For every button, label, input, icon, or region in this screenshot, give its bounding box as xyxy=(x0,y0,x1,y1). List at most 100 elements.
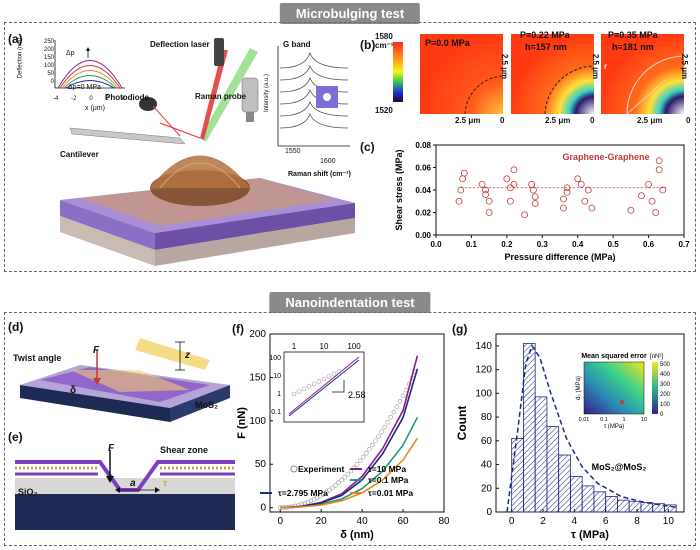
inset-colorbar-tick: 100 xyxy=(660,402,671,408)
inset-y-tick: 0.1 xyxy=(271,409,281,416)
histogram-bar xyxy=(605,496,618,513)
x-tick-label: 0.4 xyxy=(572,240,584,249)
inset-x-tick: 100 xyxy=(347,342,361,351)
colorbar-min: 1520 xyxy=(375,106,393,115)
y-axis-label: Shear stress (MPa) xyxy=(394,149,404,230)
colorbar-max: 1580 xyxy=(375,32,393,41)
microbulging-title: Microbulging test xyxy=(279,3,421,24)
data-point xyxy=(506,184,514,192)
y-tick-label: 0.06 xyxy=(415,164,431,173)
x-tick-label: 0.0 xyxy=(430,240,442,249)
x-tick-label: 10 xyxy=(663,516,675,527)
inset-fit-line xyxy=(288,359,360,417)
map2-scale-x: 2.5 μm xyxy=(545,116,571,125)
map3-radius: r xyxy=(604,62,608,71)
experiment-point xyxy=(327,487,332,493)
experiment-point xyxy=(305,499,311,505)
histogram-bar xyxy=(664,504,677,513)
mos2-label-d: MoS₂ xyxy=(195,400,218,410)
experiment-point xyxy=(333,483,338,488)
inset-fit-line xyxy=(288,356,360,415)
inset-title: Mean squared error xyxy=(581,353,647,360)
inset-y-tick: 10 xyxy=(273,373,281,380)
panel-label-b: (b) xyxy=(360,38,376,52)
photodiode-label: Photodiode xyxy=(105,93,149,102)
y-tick-label: 140 xyxy=(475,341,492,352)
x-tick-label: 0.2 xyxy=(501,240,513,249)
map3-zero: 0 xyxy=(686,116,691,125)
panel-label-g: (g) xyxy=(452,322,468,336)
raman-xtick-1600: 1600 xyxy=(320,158,336,165)
inset-point xyxy=(291,391,297,397)
inset-unit: [nN²] xyxy=(650,354,663,360)
inset-colorbar-tick: 500 xyxy=(660,362,671,368)
a-label: a xyxy=(130,478,136,489)
y-tick-label: 0.04 xyxy=(415,186,431,195)
raman-xlabel: Raman shift (cm⁻¹) xyxy=(288,171,351,178)
inset-point xyxy=(306,384,312,389)
data-point xyxy=(574,175,582,183)
experiment-point xyxy=(385,419,391,425)
inset-xticks: -4 -2 0 2 4 xyxy=(53,96,125,102)
experiment-point xyxy=(376,434,381,439)
data-point xyxy=(460,169,468,177)
panel-label-c: (c) xyxy=(360,140,375,154)
inset-dp-label: Δp xyxy=(66,50,75,57)
inset-xtick: -4 xyxy=(53,96,59,102)
inset-ytick: 0 xyxy=(50,79,54,85)
force-label-d: F xyxy=(93,345,100,356)
experiment-point xyxy=(339,477,344,483)
chart-title: Graphene-Graphene xyxy=(562,152,649,162)
fit-curve xyxy=(506,344,677,513)
experiment-point xyxy=(394,404,400,410)
data-point xyxy=(581,197,589,205)
inset-point xyxy=(316,379,322,384)
force-displacement-chart: 0 20 40 60 80 0 50 100 150 200 1 10 100 100 10 1 0.1 2.58… xyxy=(236,329,449,541)
raman-title: G band xyxy=(283,40,311,49)
inset-ytick: 100 xyxy=(43,63,54,69)
y-tick-label: 80 xyxy=(481,412,493,423)
inset-xtick: 2 xyxy=(105,96,109,102)
map3-height: h=181 nm xyxy=(612,42,654,52)
x-tick-label: 6 xyxy=(603,516,609,527)
data-point xyxy=(530,186,537,194)
histogram-bar xyxy=(511,438,524,513)
inset-colorbar-tick: 400 xyxy=(660,372,671,378)
map2-height: h=157 nm xyxy=(525,42,567,52)
data-point xyxy=(563,184,571,192)
data-point xyxy=(459,175,466,183)
legend-label: τ=0.01 MPa xyxy=(368,488,413,498)
map2-pressure: P=0.22 MPa xyxy=(520,30,570,40)
histogram-bar xyxy=(534,396,548,513)
experiment-point xyxy=(342,474,348,480)
panel-label-d: (d) xyxy=(8,320,24,334)
shear-stress-chart: 0.0 0.1 0.2 0.3 0.4 0.5 0.6 0.7 0.00 0.02 0.04 0.06… xyxy=(394,141,690,262)
panel-label-a: (a) xyxy=(8,32,23,46)
legend-label: τ=0.1 MPa xyxy=(368,475,409,485)
data-point xyxy=(485,197,493,205)
data-point xyxy=(560,195,567,203)
y-tick-label: 60 xyxy=(481,436,493,447)
inset-colorbar-tick: 0 xyxy=(660,412,664,418)
data-point xyxy=(655,157,663,165)
x-tick-label: 0.5 xyxy=(608,240,620,249)
inset-heatmap xyxy=(583,361,645,415)
delta-label-d: δ xyxy=(70,385,77,396)
cantilever-label: Cantilever xyxy=(60,150,99,159)
experiment-point xyxy=(354,462,360,467)
x-tick-label: 0 xyxy=(277,516,283,527)
slope-triangle xyxy=(332,380,345,393)
deflection-laser-label: Deflection laser xyxy=(150,40,210,49)
map2-zero: 0 xyxy=(590,116,595,125)
y-tick-label: 150 xyxy=(249,372,266,383)
panel-label-e: (e) xyxy=(8,430,23,444)
x-tick-label: 0 xyxy=(509,516,515,527)
y-tick-label: 40 xyxy=(481,460,493,471)
y-tick-label: 0 xyxy=(486,507,492,518)
inset-dp0-label: Δp=0 MPa xyxy=(68,84,101,91)
panel-a-illustration xyxy=(54,38,355,266)
plot-frame xyxy=(269,333,445,513)
data-point xyxy=(531,193,539,201)
shear-zone-label: Shear zone xyxy=(160,445,209,455)
